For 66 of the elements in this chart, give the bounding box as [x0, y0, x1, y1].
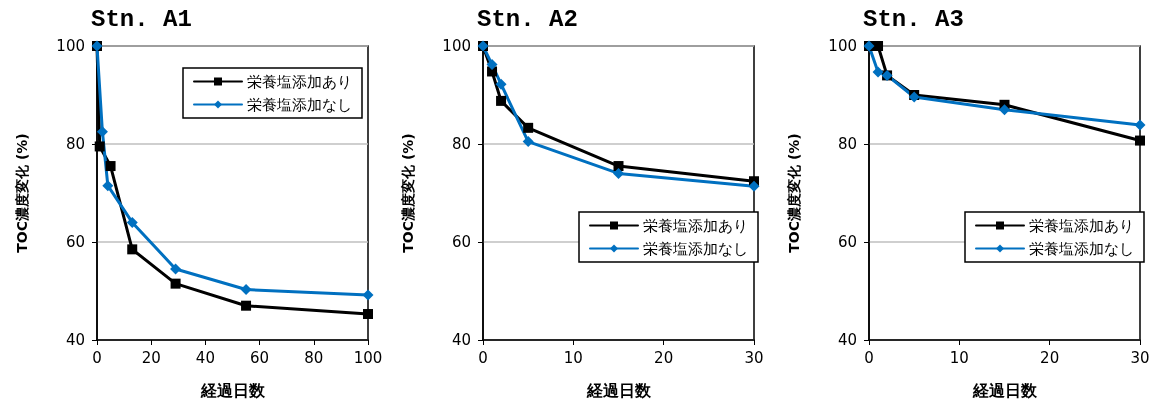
x-tick-label: 20: [1040, 348, 1060, 367]
point: [170, 263, 182, 275]
point: [496, 95, 507, 106]
point: [748, 180, 760, 192]
point: [522, 136, 534, 148]
x-tick-label: 10: [949, 348, 969, 367]
point: [127, 244, 138, 255]
y-tick-label: 60: [65, 233, 85, 251]
legend-label: 栄養塩添加なし: [247, 95, 352, 114]
chart-title: Stn. A3: [863, 5, 964, 33]
point: [94, 141, 105, 152]
point: [170, 278, 181, 289]
point: [105, 161, 116, 172]
point: [241, 300, 252, 311]
x-tick-label: 20: [141, 348, 161, 367]
y-tick-label: 80: [65, 135, 85, 153]
x-axis-title: 経過日数: [971, 380, 1038, 400]
chart-title: Stn. A2: [477, 5, 578, 33]
y-tick-label: 100: [442, 37, 471, 55]
x-axis-title: 経過日数: [199, 380, 266, 400]
y-axis-title: TOC濃度変化 (%): [14, 133, 30, 253]
x-tick-label: 40: [195, 348, 215, 367]
y-tick-label: 40: [451, 331, 471, 349]
y-tick-label: 40: [65, 331, 85, 349]
y-tick-label: 40: [837, 331, 857, 349]
y-tick-label: 80: [451, 135, 471, 153]
x-tick-label: 10: [563, 348, 583, 367]
y-axis-title: TOC濃度変化 (%): [400, 133, 416, 253]
legend-label: 栄養塩添加あり: [247, 72, 352, 91]
point: [873, 41, 884, 51]
y-tick-label: 80: [837, 135, 857, 153]
chart-title: Stn. A1: [91, 5, 192, 33]
point: [362, 289, 374, 301]
point: [1134, 119, 1146, 131]
y-tick-label: 100: [56, 37, 85, 55]
x-tick-label: 30: [744, 348, 764, 367]
y-tick-label: 60: [837, 233, 857, 251]
point: [495, 78, 507, 90]
x-axis-title: 経過日数: [585, 380, 652, 400]
y-tick-label: 100: [828, 37, 857, 55]
point: [240, 284, 252, 296]
point: [102, 180, 114, 192]
x-tick-label: 100: [353, 348, 383, 367]
point: [1135, 135, 1145, 146]
legend-label: 栄養塩添加あり: [1029, 216, 1134, 235]
legend-label: 栄養塩添加なし: [1029, 239, 1134, 258]
y-axis-title: TOC濃度変化 (%): [786, 133, 802, 253]
x-tick-label: 0: [864, 348, 874, 367]
legend-label: 栄養塩添加なし: [643, 239, 748, 258]
point: [363, 309, 373, 320]
x-tick-label: 80: [304, 348, 324, 367]
point: [126, 216, 138, 228]
x-tick-label: 0: [92, 348, 102, 367]
point: [486, 59, 498, 71]
point: [523, 122, 534, 133]
x-tick-label: 0: [478, 348, 488, 367]
x-tick-label: 60: [250, 348, 270, 367]
point: [872, 66, 884, 78]
x-tick-label: 20: [654, 348, 674, 367]
point: [999, 104, 1010, 116]
point: [613, 161, 624, 172]
x-tick-label: 30: [1130, 348, 1150, 367]
point: [613, 167, 624, 179]
point: [96, 126, 108, 138]
y-tick-label: 60: [451, 233, 471, 251]
legend-label: 栄養塩添加あり: [643, 216, 748, 235]
